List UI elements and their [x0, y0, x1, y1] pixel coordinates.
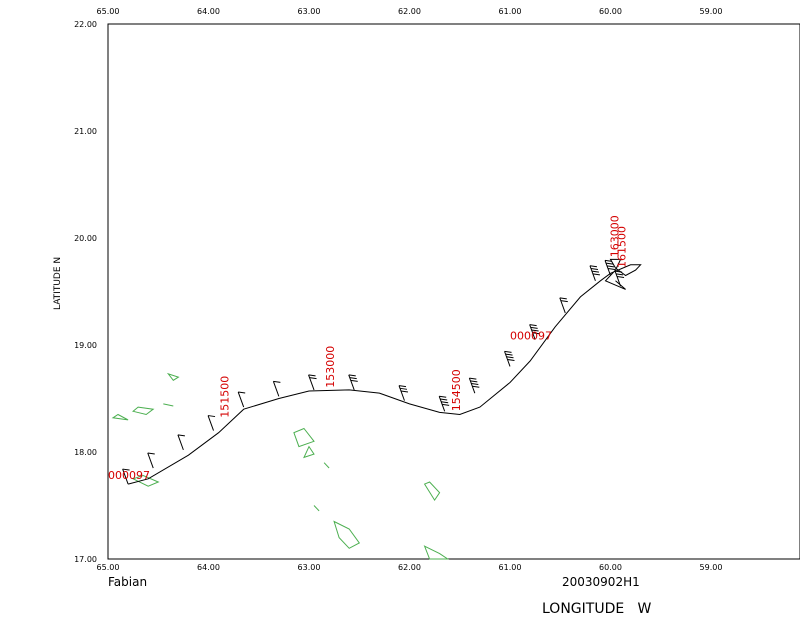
wind-barbs [122, 259, 625, 485]
x-tick-label-top-0: 65.00 [97, 7, 120, 16]
wind-barb [468, 377, 480, 394]
x-tick-label-bottom-5: 60.00 [599, 563, 622, 572]
x-tick-label-top-2: 63.00 [298, 7, 321, 16]
time-label-2: 153000 [324, 346, 337, 388]
wind-barb [147, 452, 155, 469]
island-outline [423, 481, 441, 502]
time-label-4: 000097 [510, 330, 552, 343]
wind-barb [237, 391, 246, 408]
y-tick-label-1: 18.00 [74, 448, 97, 457]
wind-barb [177, 434, 185, 451]
x-tick-label-bottom-4: 61.00 [499, 563, 522, 572]
wind-barb [504, 350, 515, 367]
wind-barb [207, 415, 216, 431]
island-outline [132, 406, 155, 416]
x-tick-label-bottom-6: 59.00 [700, 563, 723, 572]
time-label-3: 154500 [450, 369, 463, 411]
time-label-0: 000097 [108, 469, 150, 482]
x-tick-label-bottom-0: 65.00 [97, 563, 120, 572]
x-axis-label: LONGITUDE W [542, 601, 652, 617]
map-frame [107, 23, 800, 560]
storm-name: Fabian [108, 575, 147, 589]
time-label-1: 151500 [219, 376, 232, 418]
wind-barb [559, 297, 568, 314]
wind-barb [122, 468, 130, 485]
x-tick-labels: 65.00 65.00 64.00 64.00 63.00 63.00 62.00 62.00… [97, 7, 723, 572]
y-tick-label-3: 20.00 [74, 234, 97, 243]
x-tick-label-top-6: 59.00 [700, 7, 723, 16]
y-tick-label-5: 22.00 [74, 20, 97, 29]
wind-barb [438, 395, 450, 412]
coastlines [111, 372, 450, 560]
island-outline [303, 445, 315, 459]
wind-barb [272, 380, 281, 397]
island-outline [323, 462, 330, 469]
time-label-5: 161500 [616, 226, 629, 268]
x-tick-label-top-4: 61.00 [499, 7, 522, 16]
island-outline [333, 520, 361, 549]
y-tick-labels: 17.00 18.00 19.00 20.00 21.00 22.00 [74, 20, 97, 564]
island-outline [166, 372, 180, 381]
y-tick-label-0: 17.00 [74, 555, 97, 564]
wind-barb [604, 259, 616, 276]
island-outline [131, 474, 160, 487]
time-label-6: 163000 [609, 215, 622, 257]
wind-barb [529, 324, 540, 340]
wind-barb [589, 265, 600, 281]
island-outline [423, 545, 450, 560]
wind-barb [348, 374, 358, 391]
wind-barb [308, 374, 317, 391]
island-outline [313, 505, 320, 512]
x-tick-label-bottom-3: 62.00 [398, 563, 421, 572]
flight-track [127, 258, 642, 485]
island-outline [111, 413, 129, 421]
x-tick-label-top-1: 64.00 [197, 7, 220, 16]
x-tick-label-bottom-1: 64.00 [197, 563, 220, 572]
flight-id: 20030902H1 [562, 575, 640, 589]
island-outline [163, 403, 174, 407]
y-axis-label: LATITUDE N [53, 257, 63, 310]
wind-barb [398, 385, 409, 401]
x-tick-label-bottom-2: 63.00 [298, 563, 321, 572]
x-tick-label-top-5: 60.00 [599, 7, 622, 16]
island-outline [293, 427, 315, 448]
y-tick-label-2: 19.00 [74, 341, 97, 350]
y-tick-label-4: 21.00 [74, 127, 97, 136]
time-labels: 000097 151500 153000 154500 000097 1615001630… [108, 215, 629, 482]
x-tick-label-top-3: 62.00 [398, 7, 421, 16]
